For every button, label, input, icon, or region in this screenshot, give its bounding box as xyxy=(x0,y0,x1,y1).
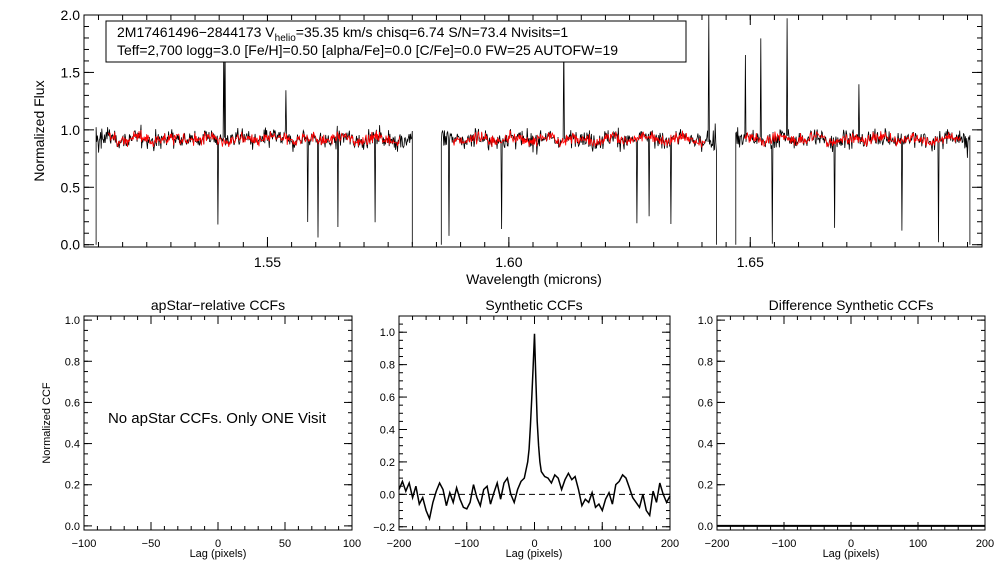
x-tick-label: 100 xyxy=(909,538,927,550)
y-tick-label: 1.0 xyxy=(698,315,713,327)
info-box-frame xyxy=(105,20,687,63)
synthetic-ccf-panel: −200 −100 0 100 200 −0.2 0.0 0.2 0.4 0.6 0.8 1.0 Sy… xyxy=(373,297,679,560)
difference-ccf-title: Difference Synthetic CCFs xyxy=(769,297,934,313)
info-line-1: 2M17461496−2844173 Vhelio=35.35 km/s chi… xyxy=(117,24,568,44)
y-tick-label: 1.0 xyxy=(65,315,80,327)
synthetic-ccf-title: Synthetic CCFs xyxy=(485,297,582,313)
spectrum-y-axis-title: Normalized Flux xyxy=(31,80,47,181)
synthetic-ccf-x-axis-title: Lag (pixels) xyxy=(506,548,563,560)
spectrum-ticks: 1.55 1.60 1.65 0.0 0.5 1.0 1.5 2.0 xyxy=(61,7,982,270)
observed-spectrum-chip-2 xyxy=(440,14,717,245)
model-spectrum-line xyxy=(107,129,961,148)
difference-ccf-panel: −200 −100 0 100 200 0.0 0.2 0.4 0.6 0.8 1.0 Differ… xyxy=(698,297,994,560)
x-tick-label: −50 xyxy=(142,538,161,550)
ccf-y-axis-title: Normalized CCF xyxy=(41,382,53,464)
x-tick-label: −100 xyxy=(454,538,479,550)
info-line-2: Teff=2,700 logg=3.0 [Fe/H]=0.50 [alpha/F… xyxy=(117,42,618,58)
y-tick-label: 0.0 xyxy=(61,237,81,253)
spectrum-x-axis-title: Wavelength (microns) xyxy=(466,271,602,287)
model-spectrum-chip-2 xyxy=(452,129,706,148)
y-tick-label: 0.2 xyxy=(380,457,395,469)
y-tick-label: 0.4 xyxy=(698,439,713,451)
no-apstar-ccf-message: No apStar CCFs. Only ONE Visit xyxy=(108,410,327,427)
apstar-ccf-x-axis-title: Lag (pixels) xyxy=(190,548,247,560)
model-spectrum-chip-1 xyxy=(107,129,400,148)
y-tick-label: 1.5 xyxy=(61,64,81,80)
apstar-ccf-panel: −100 −50 0 50 100 0.0 0.2 0.4 0.6 0.8 1.0 apStar−r… xyxy=(41,297,361,560)
x-tick-label: 200 xyxy=(661,538,679,550)
spectrum-panel: 1.55 1.60 1.65 0.0 0.5 1.0 1.5 2.0 2M17461496−2… xyxy=(31,7,983,287)
info-star-id: 2M17461496−2844173 V xyxy=(117,24,275,40)
apstar-ccf-ticks: −100 −50 0 50 100 0.0 0.2 0.4 0.6 0.8 1.0 xyxy=(65,315,361,550)
x-tick-label: −200 xyxy=(387,538,412,550)
y-tick-label: 1.0 xyxy=(61,122,81,138)
x-tick-label: 0 xyxy=(531,538,537,550)
spectrum-info-box: 2M17461496−2844173 Vhelio=35.35 km/s chi… xyxy=(105,20,687,63)
y-tick-label: 0.8 xyxy=(380,360,395,372)
y-tick-label: 0.0 xyxy=(65,521,80,533)
x-tick-label: −100 xyxy=(72,538,97,550)
synthetic-ccf-line xyxy=(398,333,671,522)
y-tick-label: 2.0 xyxy=(61,7,81,23)
y-tick-label: 0.4 xyxy=(65,439,80,451)
y-tick-label: 0.6 xyxy=(380,392,395,404)
y-tick-label: 0.0 xyxy=(698,521,713,533)
y-tick-label: 0.6 xyxy=(65,397,80,409)
info-helio-subscript: helio xyxy=(275,33,297,44)
x-tick-label: −100 xyxy=(772,538,797,550)
apstar-ccf-title: apStar−relative CCFs xyxy=(151,297,285,313)
x-tick-label: −200 xyxy=(705,538,730,550)
x-tick-label: 200 xyxy=(976,538,994,550)
x-tick-label: 1.60 xyxy=(495,254,522,270)
x-tick-label: 1.65 xyxy=(737,254,764,270)
y-tick-label: 0.5 xyxy=(61,179,81,195)
y-tick-label: 0.8 xyxy=(65,356,80,368)
y-tick-label: 1.0 xyxy=(380,327,395,339)
x-tick-label: 100 xyxy=(343,538,361,550)
info-vhelio-stats: =35.35 km/s chisq=6.74 S/N=73.4 Nvisits=… xyxy=(296,24,569,40)
y-tick-label: 0.6 xyxy=(698,397,713,409)
y-tick-label: 0.4 xyxy=(380,424,395,436)
model-spectrum-chip-3 xyxy=(744,131,961,148)
x-tick-label: 100 xyxy=(593,538,611,550)
x-tick-label: 0 xyxy=(215,538,221,550)
y-tick-label: 0.0 xyxy=(380,489,395,501)
y-tick-label: 0.2 xyxy=(698,480,713,492)
y-tick-label: 0.8 xyxy=(698,356,713,368)
difference-ccf-x-axis-title: Lag (pixels) xyxy=(823,548,880,560)
difference-ccf-ticks: −200 −100 0 100 200 0.0 0.2 0.4 0.6 0.8 1.0 xyxy=(698,315,994,550)
x-tick-label: 0 xyxy=(848,538,854,550)
synthetic-ccf-ticks: −200 −100 0 100 200 −0.2 0.0 0.2 0.4 0.6 0.8 1.0 xyxy=(373,315,679,550)
y-tick-label: −0.2 xyxy=(373,522,395,534)
x-tick-label: 1.55 xyxy=(254,254,281,270)
x-tick-label: 50 xyxy=(279,538,291,550)
y-tick-label: 0.2 xyxy=(65,480,80,492)
observed-spectrum-chip-3 xyxy=(735,18,971,245)
